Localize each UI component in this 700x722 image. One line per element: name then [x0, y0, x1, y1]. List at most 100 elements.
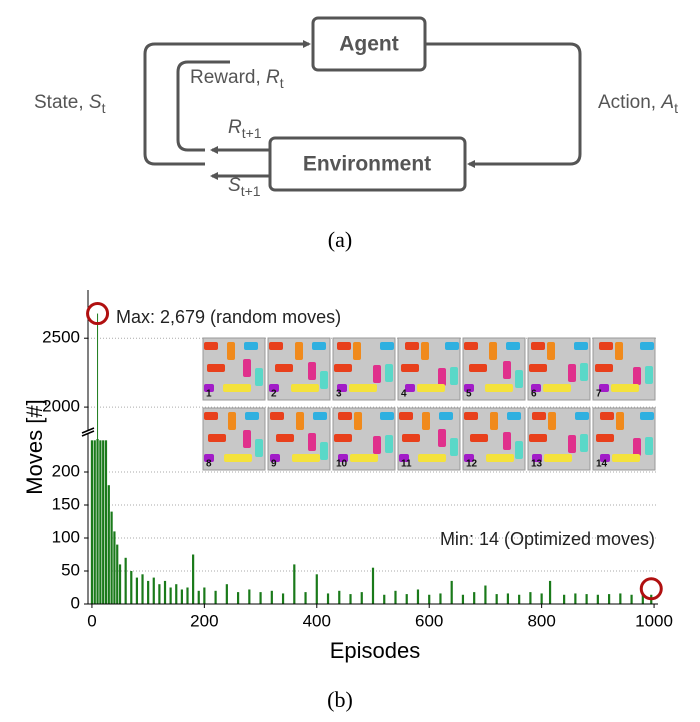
puzzle-piece	[228, 412, 236, 430]
puzzle-piece	[373, 436, 381, 454]
bar	[203, 587, 206, 604]
y-tick-label: 50	[61, 560, 80, 579]
bar	[360, 592, 363, 604]
bar	[180, 589, 183, 604]
bar	[630, 594, 633, 604]
puzzle-piece	[223, 384, 251, 392]
state-loop	[143, 40, 311, 166]
puzzle-pieces	[334, 342, 394, 392]
puzzle-piece	[418, 454, 446, 462]
caption: (b)	[327, 687, 353, 712]
frame-number: 10	[336, 459, 348, 470]
puzzle-piece	[438, 429, 446, 447]
bar	[116, 544, 119, 604]
bar	[529, 592, 532, 604]
puzzle-piece	[615, 342, 623, 360]
bar	[124, 557, 127, 604]
puzzle-piece	[633, 438, 641, 456]
frame-number: 8	[206, 459, 212, 470]
puzzle-piece	[269, 384, 279, 392]
puzzle-piece	[450, 367, 458, 385]
bar	[416, 589, 420, 604]
bar	[383, 594, 386, 604]
puzzle-piece	[450, 438, 458, 456]
next-state-label: St+1	[228, 175, 261, 199]
puzzle-piece	[337, 342, 351, 350]
puzzle-piece	[204, 412, 218, 420]
bar	[248, 589, 251, 604]
frame-number: 9	[271, 459, 277, 470]
bar-upper	[97, 313, 99, 425]
puzzle-piece	[385, 364, 393, 382]
bar	[641, 594, 644, 604]
bar	[338, 590, 341, 604]
environment-label: Environment	[303, 153, 431, 176]
bar	[439, 593, 442, 604]
puzzle-pieces	[596, 412, 654, 462]
puzzle-piece	[255, 368, 263, 386]
bar	[349, 594, 352, 604]
bar	[141, 574, 144, 604]
bar	[93, 440, 96, 604]
puzzle-pieces	[464, 412, 523, 462]
bar	[473, 592, 476, 604]
puzzle-piece	[204, 454, 214, 462]
bar	[596, 594, 599, 604]
puzzle-piece	[596, 434, 614, 442]
puzzle-piece	[531, 342, 545, 350]
bar	[90, 440, 94, 604]
bar	[518, 594, 521, 604]
bar	[585, 594, 588, 604]
puzzle-pieces	[595, 342, 654, 392]
puzzle-piece	[204, 384, 214, 392]
frame-number: 12	[466, 459, 478, 470]
bar	[163, 580, 167, 604]
x-tick-label: 400	[303, 611, 331, 630]
puzzle-piece	[616, 412, 624, 430]
bar	[169, 587, 172, 604]
puzzle-piece	[291, 384, 319, 392]
bar	[326, 593, 330, 604]
puzzle-piece	[208, 434, 226, 442]
puzzle-piece	[485, 384, 513, 392]
puzzle-piece	[532, 412, 546, 420]
puzzle-piece	[490, 412, 498, 430]
puzzle-piece	[599, 342, 613, 350]
bar	[506, 593, 510, 604]
annotation: Min: 14 (Optimized moves)	[440, 529, 655, 549]
frame-number: 4	[401, 389, 407, 400]
chart: 1 2 3 4 5 6 78 9 10 11 12 13 14050100150200200025000…	[22, 290, 673, 663]
bar	[495, 594, 498, 604]
bar	[197, 590, 200, 604]
bar	[574, 593, 577, 604]
puzzle-piece	[269, 342, 283, 350]
puzzle-piece	[422, 412, 430, 430]
bar	[619, 593, 622, 604]
puzzle-piece	[353, 342, 361, 360]
frame-number: 5	[466, 389, 472, 400]
puzzle-piece	[547, 342, 555, 360]
puzzle-piece	[405, 384, 415, 392]
puzzle-piece	[575, 412, 589, 420]
puzzle-piece	[275, 364, 293, 372]
puzzle-piece	[470, 434, 488, 442]
puzzle-piece	[320, 442, 328, 460]
bar	[152, 577, 155, 604]
puzzle-piece	[544, 454, 572, 462]
puzzle-piece	[244, 342, 258, 350]
puzzle-piece	[373, 365, 381, 383]
puzzle-piece	[354, 412, 362, 430]
puzzle-piece	[402, 434, 420, 442]
caption: (a)	[328, 227, 352, 252]
bar	[270, 590, 273, 604]
bar	[214, 590, 217, 604]
puzzle-piece	[380, 342, 394, 350]
puzzle-piece	[507, 412, 521, 420]
puzzle-piece	[645, 437, 653, 455]
puzzle-piece	[464, 412, 478, 420]
bar	[118, 564, 122, 604]
puzzle-piece	[295, 342, 303, 360]
puzzle-piece	[515, 441, 523, 459]
puzzle-piece	[276, 434, 294, 442]
puzzle-pieces	[270, 412, 328, 462]
